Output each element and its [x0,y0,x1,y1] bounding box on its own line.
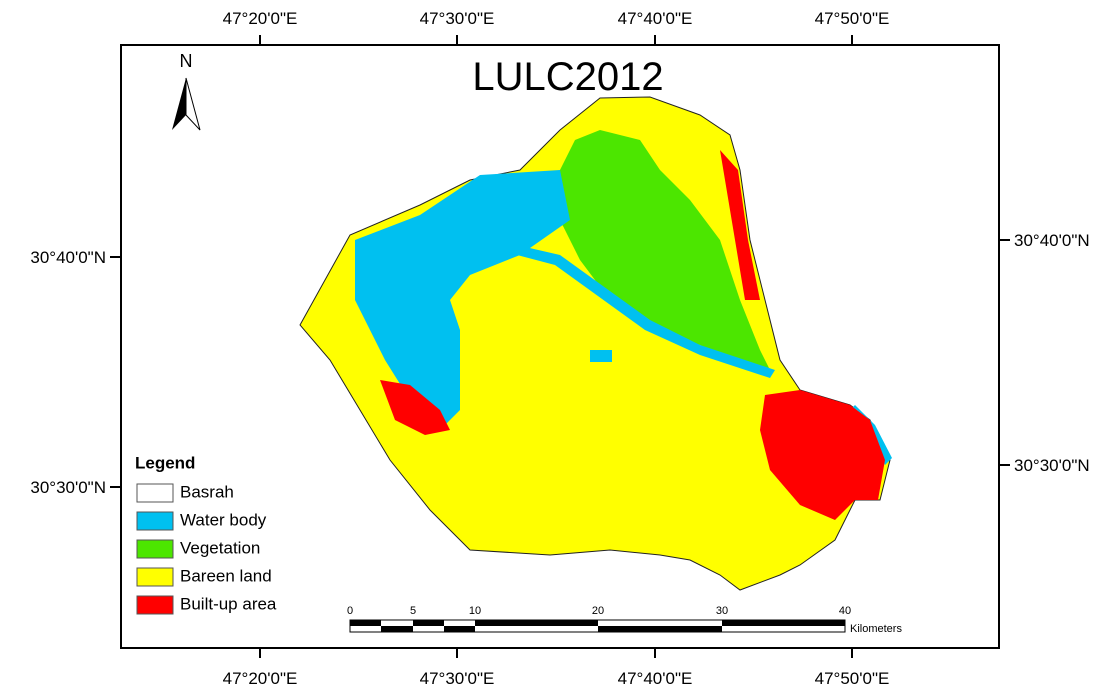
legend-swatch [137,540,173,558]
legend-label: Vegetation [180,538,260,557]
map-title: LULC2012 [472,55,663,99]
legend-label: Bareen land [180,566,272,585]
legend-swatch [137,512,173,530]
top-coord-label: 47°50'0"E [815,9,890,28]
top-coord-label: 47°20'0"E [223,9,298,28]
scale-tick-label: 40 [839,605,851,617]
scale-bar-segment [444,626,475,632]
scale-bar-segment [722,620,845,626]
scale-unit: Kilometers [850,623,902,635]
north-label: N [180,51,193,71]
scale-bar-segment [413,620,444,626]
legend-label: Basrah [180,482,234,501]
scale-tick-label: 20 [592,605,604,617]
legend-label: Built-up area [180,594,277,613]
legend-swatch [137,596,173,614]
legend-title: Legend [135,453,195,472]
scale-tick-label: 30 [716,605,728,617]
scale-tick-label: 0 [347,605,353,617]
bottom-coord-label: 47°50'0"E [815,669,890,688]
right-coord-label: 30°40'0"N [1014,231,1090,250]
scale-tick-label: 10 [469,605,481,617]
scale-bar-segment [381,626,413,632]
scale-bar-segment [350,620,381,626]
left-coord-label: 30°30'0"N [30,478,106,497]
legend-label: Water body [180,510,267,529]
scale-tick-label: 5 [410,605,416,617]
scale-bar-segment [475,620,598,626]
top-coord-label: 47°40'0"E [618,9,693,28]
map-figure: LULC2012 N Legend Basrah Water body Vegeta… [0,0,1110,692]
water-pond [590,350,612,362]
left-coord-label: 30°40'0"N [30,248,106,267]
top-coord-label: 47°30'0"E [420,9,495,28]
bottom-coord-label: 47°20'0"E [223,669,298,688]
legend-swatch [137,568,173,586]
bottom-coord-label: 47°30'0"E [420,669,495,688]
right-coord-label: 30°30'0"N [1014,456,1090,475]
scale-bar-segment [598,626,722,632]
bottom-coord-label: 47°40'0"E [618,669,693,688]
legend-swatch [137,484,173,502]
